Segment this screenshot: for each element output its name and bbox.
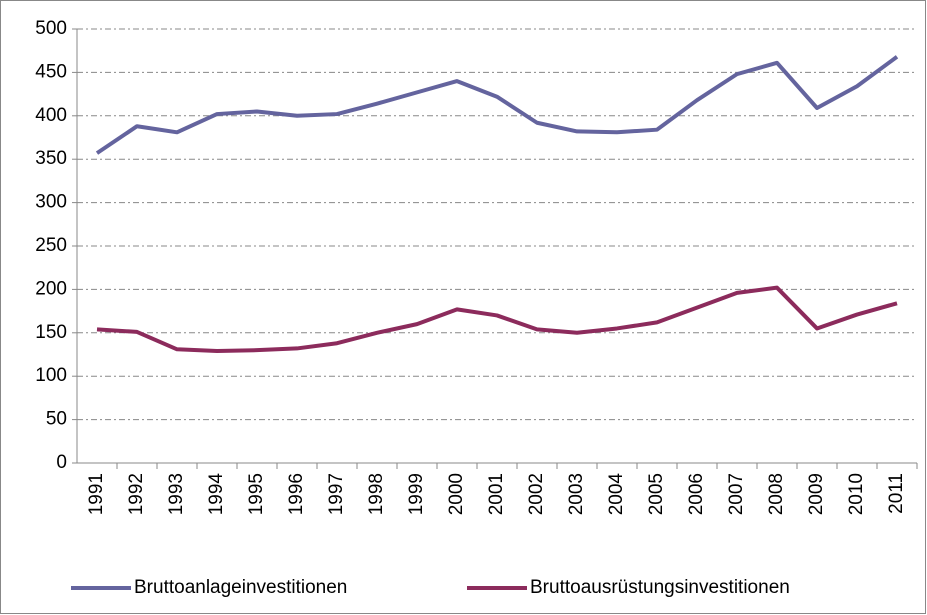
- y-tick-label: 100: [35, 365, 67, 386]
- x-tick-label: 2007: [726, 473, 747, 515]
- legend-label: Bruttoanlageinvestitionen: [134, 577, 347, 598]
- x-tick-label: 1994: [206, 473, 227, 516]
- y-tick-label: 200: [35, 278, 67, 299]
- y-tick-label: 250: [35, 235, 67, 256]
- y-tick-label: 300: [35, 192, 67, 213]
- x-tick-label: 2000: [446, 473, 467, 515]
- y-tick-label: 350: [35, 148, 67, 169]
- x-tick-label: 1992: [126, 473, 147, 515]
- y-tick-label: 500: [35, 18, 67, 39]
- x-tick-label: 2009: [806, 473, 827, 515]
- x-tick-label: 1993: [166, 473, 187, 515]
- x-tick-label: 2006: [686, 473, 707, 515]
- y-tick-label: 400: [35, 105, 67, 126]
- x-tick-label: 1998: [366, 473, 387, 515]
- x-tick-label: 1997: [326, 473, 347, 515]
- x-tick-label: 2008: [766, 473, 787, 515]
- y-tick-label: 450: [35, 61, 67, 82]
- y-tick-label: 50: [46, 409, 67, 430]
- line-series: [96, 285, 898, 354]
- x-tick-label: 1999: [406, 473, 427, 515]
- legend-label: Bruttoausrüstungsinvestitionen: [530, 577, 790, 598]
- x-tick-label: 2001: [486, 473, 507, 515]
- x-tick-label: 1991: [86, 473, 107, 515]
- y-tick-label: 150: [35, 322, 67, 343]
- x-tick-label: 1996: [286, 473, 307, 515]
- x-tick-label: 1995: [246, 473, 267, 515]
- x-tick-label: 2002: [526, 473, 547, 515]
- x-tick-label: 2005: [646, 473, 667, 515]
- x-tick-label: 2003: [566, 473, 587, 515]
- x-tick-label: 2011: [886, 473, 907, 514]
- x-tick-label: 2010: [846, 473, 867, 515]
- x-tick-label: 2004: [606, 473, 627, 516]
- y-tick-label: 0: [56, 452, 67, 473]
- line-series: [95, 55, 899, 155]
